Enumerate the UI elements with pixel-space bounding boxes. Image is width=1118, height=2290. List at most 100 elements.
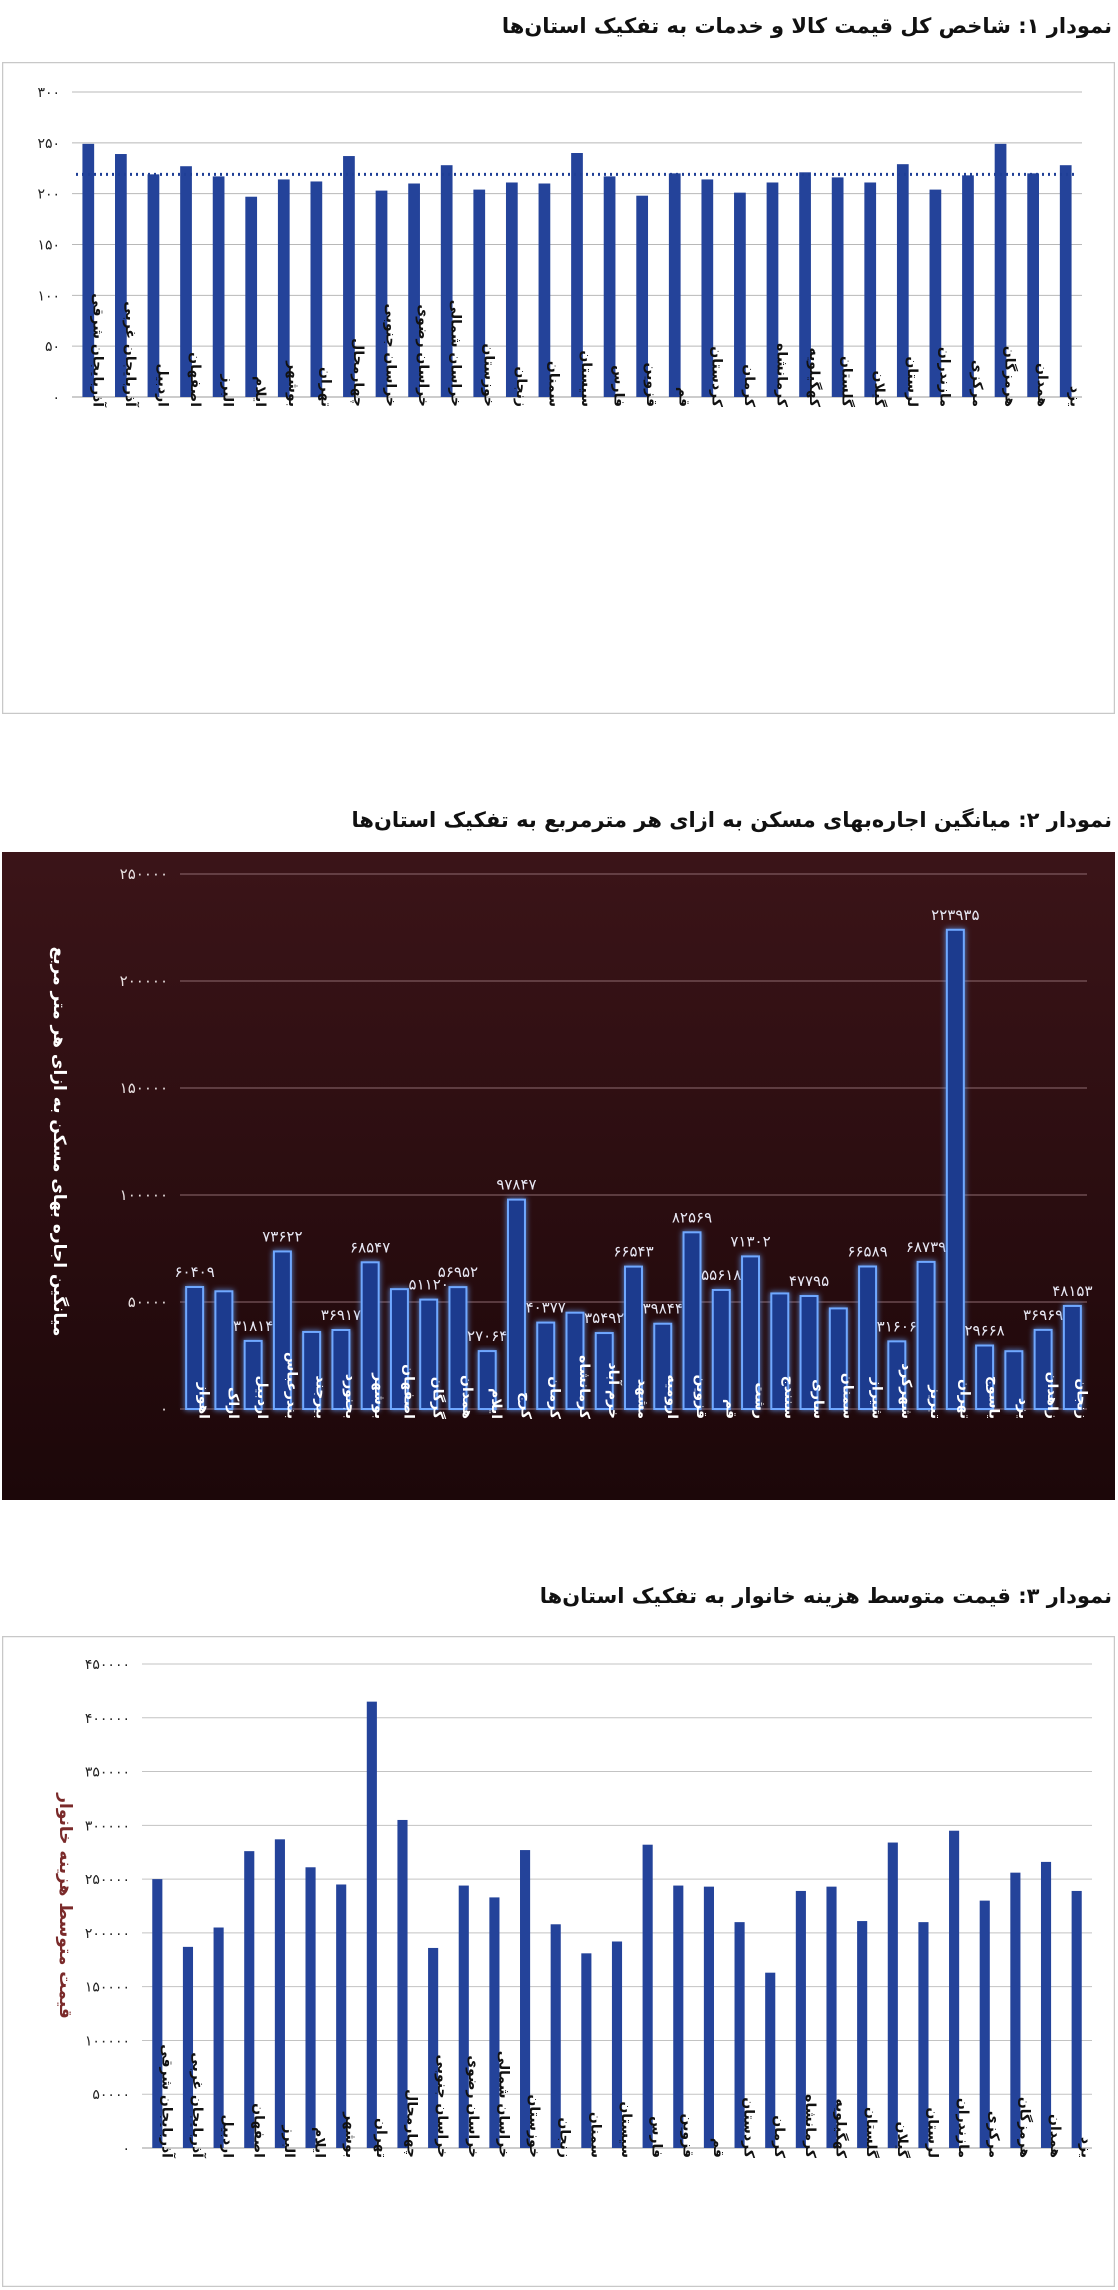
- chart1-bar: [180, 166, 192, 397]
- chart2-bar: [302, 1330, 322, 1410]
- chart1-bar: [147, 174, 160, 397]
- chart2-category-label: ارومیه: [664, 1375, 680, 1419]
- chart3-category-label: خوزستان: [526, 2094, 542, 2158]
- chart1-ytick-label: ۱۰۰: [37, 288, 60, 304]
- chart2-category-label: ایلام: [488, 1388, 504, 1419]
- chart1-category-label: فارس: [611, 365, 627, 407]
- chart2-data-label: ۴۷۷۹۵: [789, 1272, 829, 1290]
- chart2-ytick-label: ۰: [160, 1400, 168, 1418]
- chart1-category-label: آذربایجان شرقی: [89, 293, 107, 408]
- chart2-data-label: ۷۳۶۲۲: [262, 1227, 302, 1245]
- chart1-ytick-label: ۲۰۰: [37, 187, 60, 203]
- chart3-title: نمودار ۳: قیمت متوسط هزینه خانوار به تفک…: [539, 1584, 1112, 1608]
- chart3-bar: [918, 1922, 929, 2148]
- chart2-data-label: ۳۶۹۶۹: [1023, 1306, 1063, 1324]
- chart3-ytick-label: ۲۵۰۰۰۰: [85, 1872, 130, 1888]
- chart3-bar: [182, 1946, 194, 2148]
- chart2-bar: [858, 1265, 878, 1410]
- chart2-data-label: ۵۱۱۲۰: [409, 1276, 449, 1294]
- chart3-bar: [703, 1886, 714, 2148]
- chart2-category-label: گرگان: [430, 1377, 447, 1420]
- chart1-svg: ۰ ۵۰ ۱۰۰ ۱۵۰ ۲۰۰ ۲۵۰ ۳۰۰ آذربایجان شرقی آذربایجا…: [2, 62, 1115, 714]
- chart1-bar: [1059, 165, 1072, 397]
- chart3-category-label: سمنان: [587, 2112, 603, 2158]
- chart3-bar: [1071, 1890, 1082, 2148]
- chart3-bar: [305, 1867, 316, 2148]
- chart3-ytick-label: ۰: [122, 2141, 130, 2157]
- chart3-category-label: همدان: [1047, 2114, 1063, 2158]
- chart3-category-label: گیلان: [894, 2122, 911, 2159]
- chart2-data-label: ۶۸۵۴۷: [350, 1238, 390, 1256]
- chart1-bar: [929, 189, 942, 397]
- chart1-category-label: کردستان: [708, 346, 724, 408]
- chart3-bar: [765, 1972, 776, 2148]
- chart2-category-label: بوشهر: [371, 1372, 387, 1419]
- chart3-category-label: بوشهر: [342, 2111, 358, 2158]
- chart3-category-label: قم: [710, 2138, 726, 2158]
- chart1-category-label: تهران: [317, 367, 333, 407]
- chart3-bar: [458, 1885, 469, 2148]
- chart2-data-label: ۳۱۶۰۶: [877, 1317, 917, 1335]
- chart2-bar: [975, 1344, 995, 1410]
- chart2-ytick-label: ۵۰۰۰۰: [128, 1293, 168, 1311]
- chart2-category-label: اردبیل: [254, 1375, 270, 1419]
- chart1-bar: [734, 192, 746, 397]
- chart1-bar: [831, 177, 844, 397]
- chart3-category-label: زنجان: [557, 2117, 573, 2158]
- chart3-bar: [366, 1701, 377, 2148]
- chart2-data-label: ۶۸۷۳۹: [906, 1238, 946, 1256]
- chart2-category-label: یزد: [1015, 1398, 1031, 1419]
- chart1-bar: [310, 181, 323, 397]
- chart3-bar: [336, 1884, 347, 2148]
- chart2-category-label: شیراز: [869, 1377, 885, 1419]
- chart2-data-label: ۳۱۸۱۴: [233, 1317, 273, 1335]
- chart1-bar: [343, 156, 355, 397]
- chart3-category-label: خراسان جنوبی: [434, 2055, 450, 2158]
- chart2-bar: [770, 1292, 790, 1410]
- chart2-bar: [887, 1340, 907, 1410]
- chart2-bar: [1004, 1350, 1024, 1410]
- chart2-category-label: بجنورد: [342, 1374, 358, 1419]
- chart2-category-label: مشهد: [635, 1379, 651, 1419]
- chart2-bar: [653, 1322, 673, 1410]
- chart3-bar: [734, 1922, 745, 2148]
- chart1-category-label: مازندران: [936, 347, 952, 407]
- chart2-bar: [419, 1298, 439, 1411]
- chart2-title: نمودار ۲: میانگین اجاره‌بهای مسکن به ازا…: [351, 808, 1112, 832]
- chart2-bar: [243, 1339, 263, 1410]
- chart1-category-label: گلستان: [839, 356, 856, 408]
- chart3-bar: [887, 1842, 898, 2148]
- chart2-bar: [331, 1328, 351, 1410]
- chart3-bar: [1040, 1861, 1052, 2148]
- chart2-category-label: ساری: [810, 1379, 826, 1419]
- chart1-ytick-label: ۲۵۰: [37, 136, 60, 152]
- chart3-category-label: آذربایجان غربی: [189, 2052, 207, 2159]
- chart2-data-label: ۵۶۹۵۲: [438, 1263, 478, 1281]
- chart3-category-label: کرمانشاه: [802, 2094, 818, 2159]
- chart2-category-label: کرمانشاه: [576, 1355, 592, 1420]
- chart2-bar: [536, 1321, 556, 1411]
- chart3-bar: [213, 1927, 224, 2148]
- chart3-ytick-label: ۱۵۰۰۰۰: [85, 1980, 130, 1996]
- chart2-bar: [828, 1307, 848, 1411]
- chart2-bar: [506, 1198, 526, 1410]
- chart1-ytick-label: ۰: [52, 390, 60, 406]
- chart2-bar: [624, 1265, 643, 1411]
- chart1-bar: [603, 176, 616, 397]
- chart1-category-label: خراسان شمالی: [448, 300, 464, 407]
- chart1-title: نمودار ۱: شاخص کل قیمت کالا و خدمات به ت…: [501, 14, 1112, 38]
- chart2-bar: [945, 928, 965, 1410]
- chart3-bar: [152, 1879, 163, 2148]
- chart3-category-label: مازندران: [955, 2098, 971, 2158]
- chart3-category-label: کردستان: [741, 2097, 757, 2159]
- chart2-bar: [741, 1255, 761, 1410]
- chart2-category-label: زاهدان: [1044, 1372, 1060, 1419]
- chart2-category-label: بندرعباس: [283, 1352, 299, 1419]
- chart1-category-label: آذربایجان غربی: [122, 301, 140, 408]
- chart1-bar: [1027, 173, 1039, 397]
- chart1-category-label: مرکزی: [969, 360, 985, 407]
- chart3-bar: [949, 1830, 960, 2148]
- chart3-ytick-label: ۴۵۰۰۰۰: [85, 1657, 130, 1673]
- chart1-category-label: کرمان: [741, 364, 757, 408]
- chart1-category-label: قم: [676, 387, 692, 407]
